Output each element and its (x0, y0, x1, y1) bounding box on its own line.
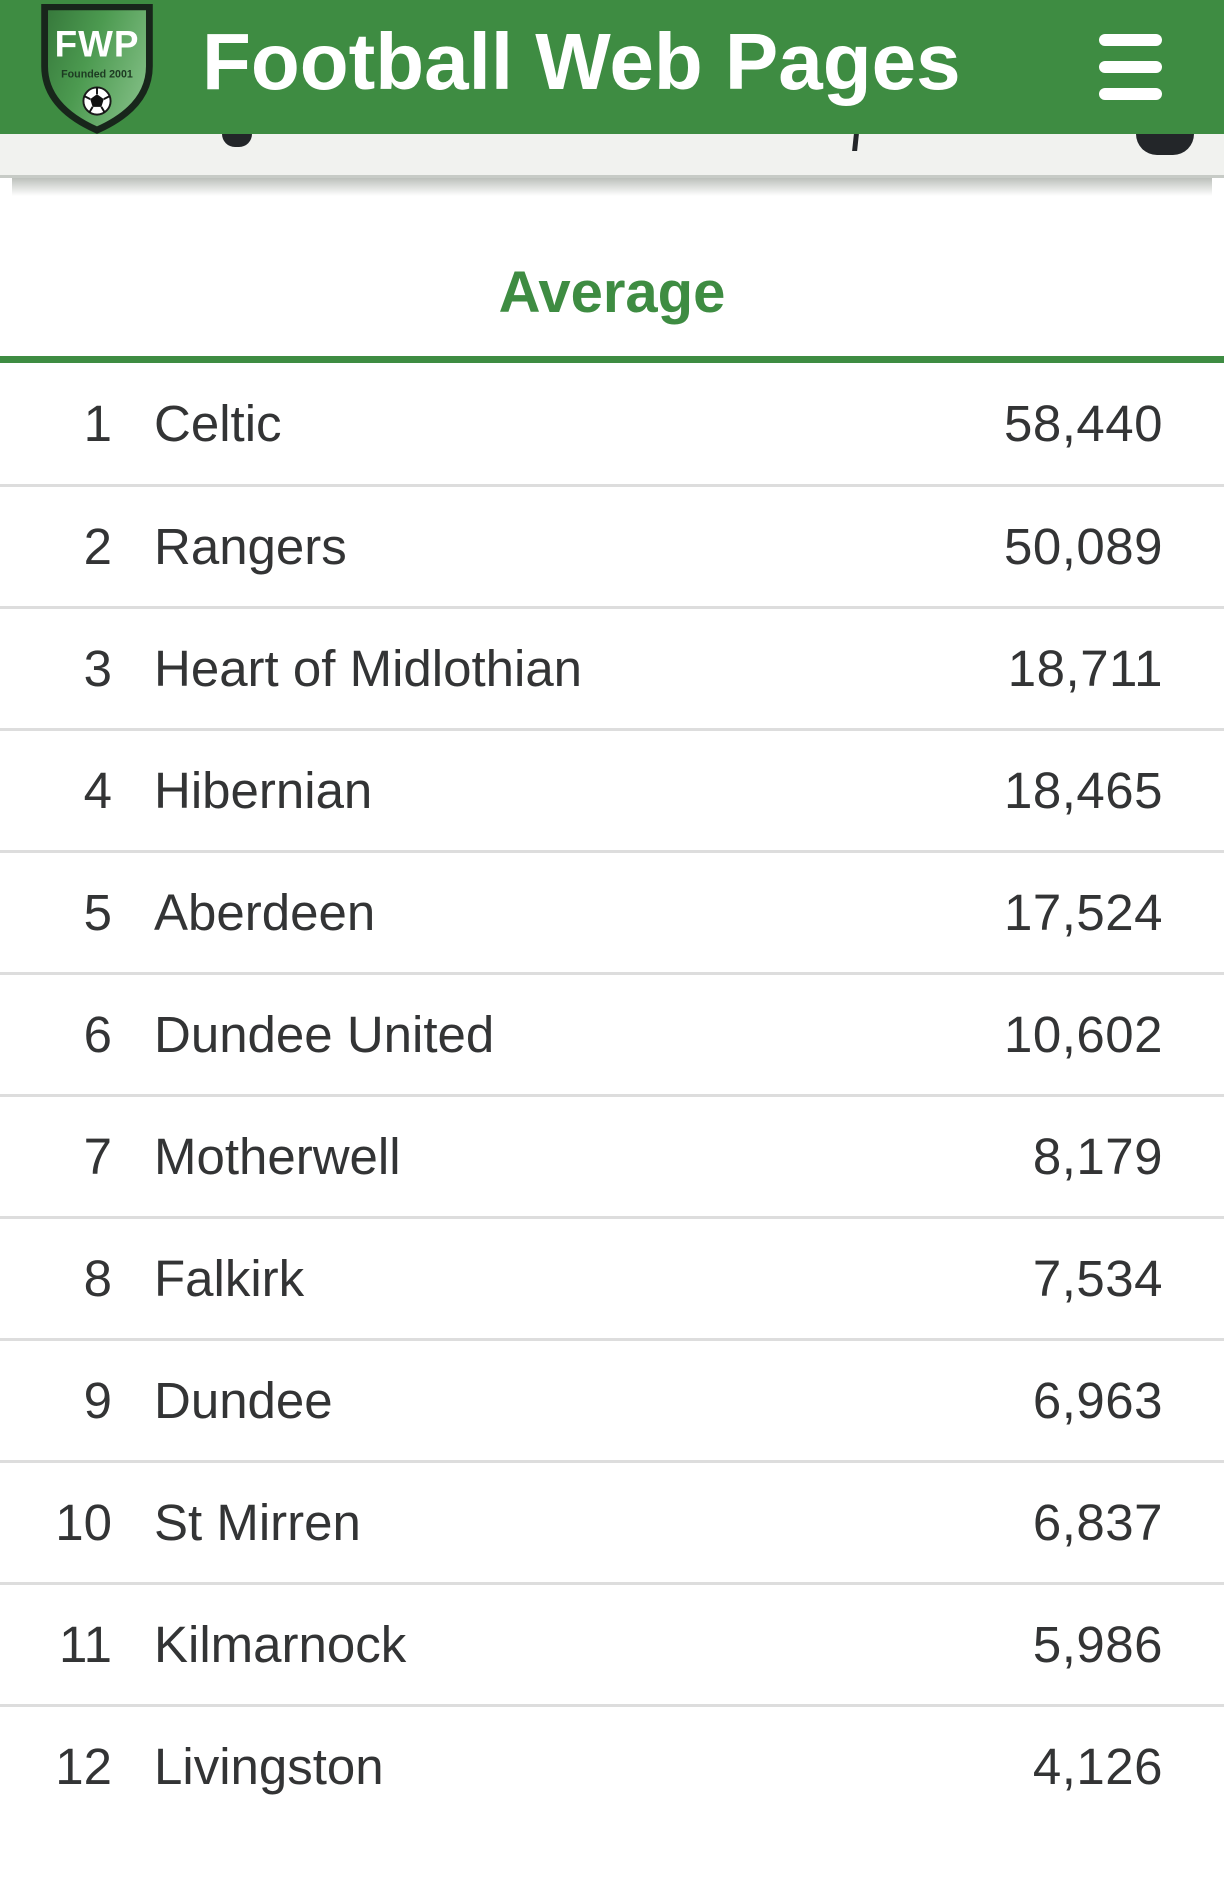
average-value-cell: 6,963 (1032, 1371, 1163, 1429)
team-name-cell[interactable]: Kilmarnock (154, 1615, 407, 1673)
team-name-cell[interactable]: Falkirk (154, 1249, 305, 1307)
clipped-text-fragment (852, 134, 859, 151)
rank-cell: 7 (83, 1127, 112, 1185)
app-header: FWP Founded 2001 Football Web Pages (0, 0, 1224, 134)
attendance-table-body: 1 Celtic 58,440 2 Rangers 50,089 3 Heart of Mid… (0, 363, 1224, 1827)
table-row[interactable]: 4 Hibernian 18,465 (0, 729, 1224, 851)
fwp-logo[interactable]: FWP Founded 2001 (38, 3, 156, 134)
table-top-rule (0, 356, 1224, 363)
table-row[interactable]: 5 Aberdeen 17,524 (0, 851, 1224, 973)
average-value-cell: 6,837 (1032, 1493, 1163, 1551)
average-value-cell: 4,126 (1032, 1738, 1163, 1796)
rank-cell: 5 (83, 883, 112, 941)
rank-cell: 3 (83, 639, 112, 697)
rank-cell: 12 (55, 1738, 112, 1796)
team-name-cell[interactable]: Celtic (154, 394, 282, 452)
team-name-cell[interactable]: St Mirren (154, 1493, 361, 1551)
attendance-content: Average 1 Celtic 58,440 2 Rangers 50,089 3 Hear… (0, 258, 1224, 1827)
average-value-cell: 8,179 (1032, 1127, 1163, 1185)
hamburger-menu-button[interactable] (1099, 34, 1162, 100)
table-row[interactable]: 1 Celtic 58,440 (0, 363, 1224, 485)
team-name-cell[interactable]: Dundee (154, 1371, 333, 1429)
football-icon (82, 86, 112, 116)
rank-cell: 2 (83, 517, 112, 575)
rank-cell: 10 (55, 1493, 112, 1551)
team-name-cell[interactable]: Dundee United (154, 1005, 495, 1063)
subheader-shadow (12, 178, 1212, 196)
page-title: Football Web Pages (202, 17, 961, 106)
average-value-cell: 58,440 (1004, 394, 1163, 452)
table-row[interactable]: 12 Livingston 4,126 (0, 1705, 1224, 1827)
table-row[interactable]: 7 Motherwell 8,179 (0, 1095, 1224, 1217)
table-row[interactable]: 8 Falkirk 7,534 (0, 1217, 1224, 1339)
team-name-cell[interactable]: Hibernian (154, 761, 373, 819)
logo-abbr: FWP (55, 23, 140, 64)
rank-cell: 8 (83, 1249, 112, 1307)
average-value-cell: 18,465 (1004, 761, 1163, 819)
rank-cell: 9 (83, 1371, 112, 1429)
clipped-text-fragment (222, 134, 252, 147)
team-name-cell[interactable]: Livingston (154, 1738, 384, 1796)
average-value-cell: 7,534 (1032, 1249, 1163, 1307)
table-row[interactable]: 2 Rangers 50,089 (0, 485, 1224, 607)
rank-cell: 6 (83, 1005, 112, 1063)
shield-icon: FWP Founded 2001 (41, 3, 153, 134)
team-name-cell[interactable]: Aberdeen (154, 883, 376, 941)
average-value-cell: 50,089 (1004, 517, 1163, 575)
rank-cell: 1 (83, 394, 112, 452)
logo-founded: Founded 2001 (61, 69, 133, 81)
average-value-cell: 18,711 (1007, 639, 1163, 697)
team-name-cell[interactable]: Heart of Midlothian (154, 639, 583, 697)
average-value-cell: 17,524 (1004, 883, 1163, 941)
table-row[interactable]: 11 Kilmarnock 5,986 (0, 1583, 1224, 1705)
average-column-header[interactable]: Average (498, 260, 726, 325)
average-attendance-table: 1 Celtic 58,440 2 Rangers 50,089 3 Heart of Mid… (0, 363, 1224, 1827)
hamburger-icon (1099, 34, 1162, 100)
clipped-subheader (0, 134, 1224, 178)
team-name-cell[interactable]: Rangers (154, 517, 347, 575)
table-row[interactable]: 3 Heart of Midlothian 18,711 (0, 607, 1224, 729)
table-row[interactable]: 10 St Mirren 6,837 (0, 1461, 1224, 1583)
table-row[interactable]: 6 Dundee United 10,602 (0, 973, 1224, 1095)
team-name-cell[interactable]: Motherwell (154, 1127, 401, 1185)
clipped-info-icon (1136, 134, 1194, 155)
rank-cell: 4 (83, 761, 112, 819)
average-value-cell: 5,986 (1032, 1615, 1163, 1673)
table-row[interactable]: 9 Dundee 6,963 (0, 1339, 1224, 1461)
rank-cell: 11 (59, 1615, 112, 1673)
average-value-cell: 10,602 (1004, 1005, 1163, 1063)
